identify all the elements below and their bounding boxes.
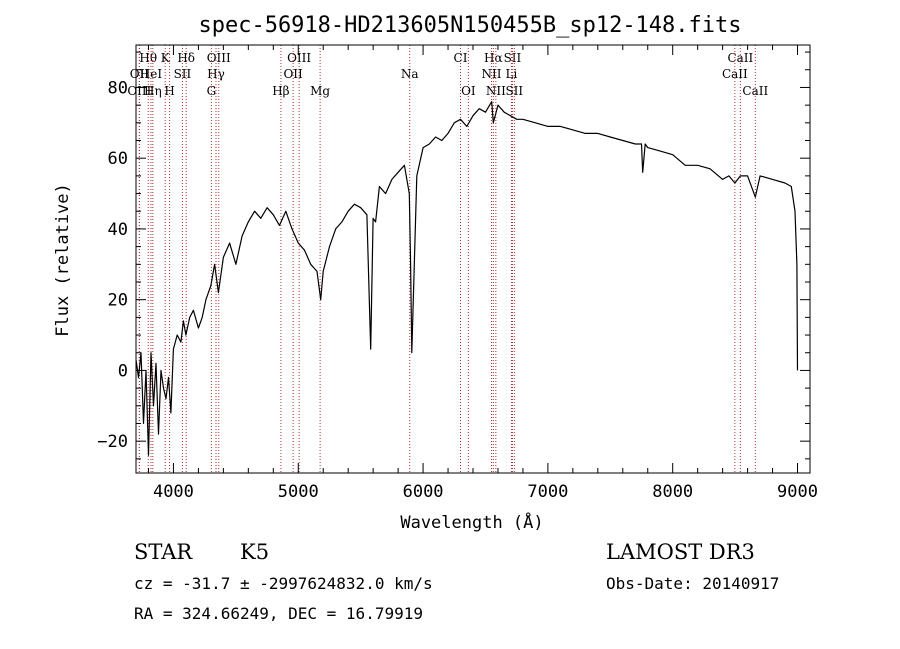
subclass: K5 [240,540,270,564]
line-label-27: CaII [742,84,768,98]
line-label-19: Hα [484,51,503,65]
coordinates: RA = 324.66249, DEC = 16.79919 [134,604,423,623]
line-label-5: Hη [144,84,162,98]
line-label-1: OII [130,67,150,81]
spectrum-series [135,100,799,456]
object-class: STAR [134,540,193,564]
axis-ticks: 4000 5000 6000 7000 8000 9000 −20 0 20 40 60 80 [97,45,818,502]
x-tick-label-1: 5000 [278,482,319,502]
spectrum-line [135,100,799,456]
line-label-25: CaII [727,51,753,65]
line-label-7: SII [174,67,192,81]
line-label-22: Li [506,67,518,81]
line-label-8: Hδ [177,51,195,65]
obs-date: Obs-Date: 20140917 [606,574,780,593]
x-tick-label-5: 9000 [777,482,818,502]
x-tick-label-2: 6000 [403,482,444,502]
y-tick-label-2: 20 [108,291,128,311]
y-tick-label-5: 80 [108,78,128,98]
cz-value: cz = -31.7 ± -2997624832.0 km/s [134,574,433,593]
y-tick-label-0: −20 [97,432,128,452]
y-tick-label-1: 0 [118,361,128,381]
line-label-12: Hβ [272,84,289,98]
line-label-14: OII [283,67,303,81]
x-tick-label-0: 4000 [153,482,194,502]
y-axis-label: Flux (relative) [53,183,73,337]
line-label-20: SII [504,51,522,65]
x-tick-label-3: 7000 [527,482,568,502]
survey-name: LAMOST DR3 [606,540,755,564]
line-label-0: Hθ [139,51,157,65]
line-label-11: G [207,84,217,98]
line-label-26: CaII [722,67,748,81]
line-label-17: CI [454,51,468,65]
y-tick-label-4: 60 [108,149,128,169]
line-label-6: H [164,84,174,98]
x-tick-label-4: 8000 [652,482,693,502]
chart-title: spec-56918-HD213605N150455B_sp12-148.fit… [198,13,741,38]
line-label-16: Na [401,67,419,81]
x-axis-label: Wavelength (Å) [400,511,543,533]
line-label-9: OIII [207,51,231,65]
line-label-23: NII [486,84,506,98]
y-tick-label-3: 40 [108,220,128,240]
line-label-24: SII [505,84,523,98]
line-label-13: OIII [287,51,311,65]
line-label-4: K [161,51,171,65]
line-label-18: OI [461,84,476,98]
line-label-10: Hγ [207,67,225,81]
line-label-21: NII [481,67,501,81]
line-label-3: HeI [140,67,163,81]
line-label-15: Mg [310,84,330,98]
